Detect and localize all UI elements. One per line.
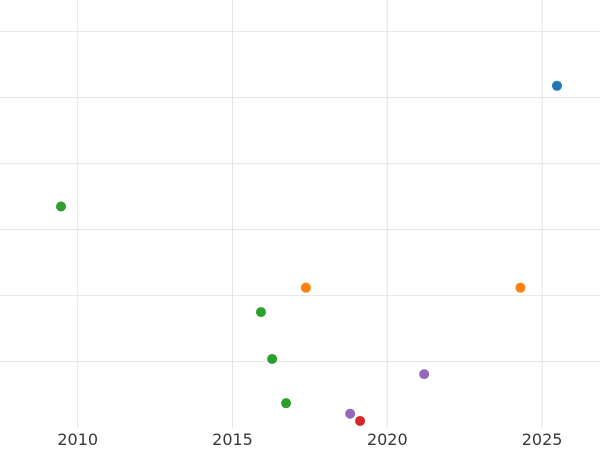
data-point-purple bbox=[345, 408, 356, 419]
x-tick-label: 2010 bbox=[57, 430, 99, 449]
data-point-green bbox=[55, 201, 66, 212]
data-point-red bbox=[355, 415, 366, 426]
x-tick-label: 2025 bbox=[521, 430, 563, 449]
data-point-green bbox=[267, 353, 278, 364]
data-point-orange bbox=[515, 282, 526, 293]
data-point-green bbox=[255, 307, 266, 318]
x-tick-label: 2020 bbox=[366, 430, 408, 449]
x-tick-label: 2015 bbox=[212, 430, 253, 449]
data-point-orange bbox=[300, 282, 311, 293]
data-point-purple bbox=[419, 369, 430, 380]
data-point-blue bbox=[551, 80, 562, 91]
data-point-green bbox=[281, 398, 292, 409]
